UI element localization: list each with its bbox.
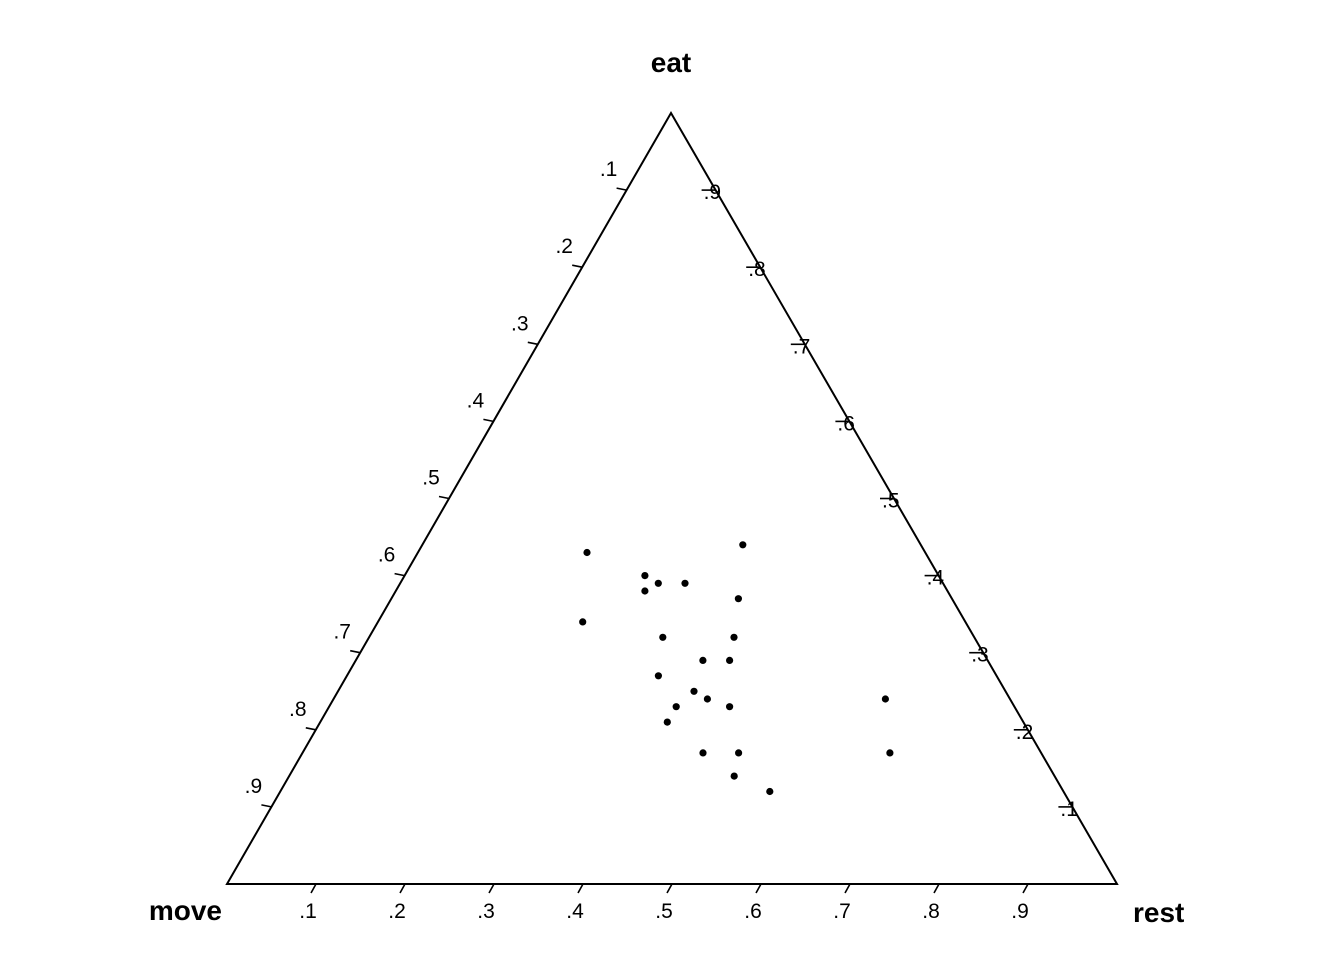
points-group	[579, 541, 894, 796]
tick-label-bottom-4: .4	[566, 900, 584, 923]
tick-bottom-6	[755, 883, 762, 894]
data-point-9	[659, 633, 667, 641]
triangle-frame	[225, 110, 1119, 885]
tick-label-left-2: .2	[555, 235, 573, 258]
tick-bottom-8	[933, 883, 940, 894]
tick-label-left-8: .8	[289, 698, 307, 721]
tick-label-left-6: .6	[378, 544, 396, 567]
data-point-22	[886, 749, 894, 757]
tick-left-5	[438, 495, 450, 500]
data-point-21	[735, 749, 743, 757]
tick-label-left-5: .5	[422, 467, 440, 490]
data-point-17	[726, 703, 734, 711]
tick-bottom-9	[1022, 883, 1029, 894]
data-point-11	[699, 656, 707, 665]
data-point-8	[579, 618, 587, 626]
tick-label-left-4: .4	[467, 389, 485, 412]
tick-left-6	[394, 572, 405, 577]
tick-labels-group: .1 .1 .1 .2 .2 .2 .3 .3 .3 .4 .4 .4 .5 .5 .5 .6 .6 .6 .7 .7…	[245, 158, 1078, 923]
tick-label-right-3: .3	[971, 644, 989, 667]
tick-label-right-6: .6	[837, 412, 855, 435]
tick-label-bottom-1: .1	[299, 900, 317, 923]
data-point-2	[641, 572, 649, 580]
data-point-24	[766, 787, 774, 796]
tick-label-right-2: .2	[1016, 721, 1034, 744]
data-point-5	[681, 579, 689, 587]
tick-bottom-3	[488, 883, 495, 894]
data-point-23	[730, 772, 738, 780]
tick-label-bottom-5: .5	[655, 900, 673, 923]
tick-bottom-4	[577, 883, 584, 894]
data-point-19	[881, 695, 890, 703]
vertex-label-move: move	[149, 895, 222, 926]
data-point-14	[690, 687, 698, 695]
data-point-3	[641, 587, 649, 595]
tick-left-9	[261, 804, 272, 808]
vertex-label-rest: rest	[1133, 897, 1184, 928]
tick-left-1	[616, 187, 627, 191]
tick-label-right-4: .4	[927, 567, 945, 590]
tick-left-7	[350, 649, 361, 654]
data-point-1	[583, 548, 591, 557]
tick-label-bottom-8: .8	[922, 900, 940, 923]
tick-bottom-5	[666, 883, 673, 894]
tick-bottom-2	[399, 883, 406, 894]
tick-label-bottom-3: .3	[477, 900, 495, 923]
data-point-20	[699, 749, 707, 757]
tick-left-8	[305, 727, 316, 731]
tick-label-left-3: .3	[511, 312, 529, 335]
tick-label-bottom-2: .2	[388, 900, 406, 923]
tick-label-right-5: .5	[882, 490, 900, 513]
data-point-16	[672, 703, 680, 711]
data-point-13	[654, 672, 663, 680]
tick-left-2	[572, 264, 583, 268]
tick-left-3	[527, 341, 538, 346]
tick-bottom-1	[310, 883, 317, 894]
tick-label-right-7: .7	[793, 335, 811, 358]
tick-label-left-7: .7	[333, 621, 351, 644]
tick-label-right-8: .8	[748, 258, 766, 281]
data-point-12	[726, 656, 734, 665]
data-point-4	[654, 579, 662, 587]
tick-bottom-7	[844, 883, 851, 894]
tick-label-right-9: .9	[704, 181, 722, 204]
tick-label-left-1: .1	[600, 158, 618, 181]
tick-label-left-9: .9	[245, 775, 263, 798]
data-point-10	[730, 633, 738, 641]
tick-label-bottom-7: .7	[833, 900, 851, 923]
data-point-7	[734, 595, 743, 603]
tick-label-bottom-9: .9	[1011, 900, 1029, 923]
tick-label-right-1: .1	[1060, 798, 1078, 821]
tick-label-bottom-6: .6	[744, 900, 762, 923]
ticks-group	[261, 187, 1073, 894]
tick-left-4	[483, 418, 494, 423]
vertex-label-eat: eat	[651, 47, 691, 78]
data-point-6	[739, 541, 747, 549]
data-point-18	[663, 718, 671, 726]
data-point-15	[703, 695, 712, 703]
